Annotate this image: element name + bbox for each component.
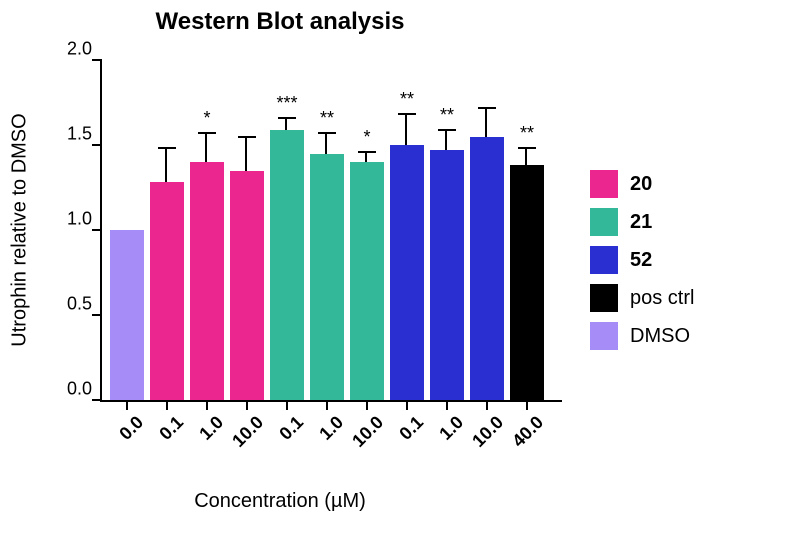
- error-bar: [165, 148, 167, 182]
- error-cap: [518, 147, 536, 149]
- bar: [230, 171, 264, 401]
- significance-label: **: [320, 108, 334, 129]
- error-cap: [198, 132, 216, 134]
- legend-label: 20: [630, 173, 652, 196]
- significance-label: ***: [276, 93, 297, 114]
- legend-swatch: [590, 246, 618, 274]
- legend-item: DMSO: [590, 322, 694, 350]
- x-axis-title: Concentration (µM): [0, 490, 560, 513]
- legend-swatch: [590, 284, 618, 312]
- y-tick-label: 0.0: [52, 379, 92, 400]
- x-tick: [366, 400, 368, 410]
- x-tick-label: 0.1: [378, 412, 428, 462]
- legend-label: 21: [630, 211, 652, 234]
- plot-area: 0.00.51.01.52.00.00.1*1.010.0***0.1**1.0…: [100, 60, 562, 402]
- x-tick-label: 10.0: [458, 412, 508, 462]
- x-tick-label: 10.0: [338, 412, 388, 462]
- error-bar: [245, 137, 247, 171]
- bar: [470, 137, 504, 401]
- x-tick-label: 10.0: [218, 412, 268, 462]
- significance-label: *: [363, 127, 370, 148]
- y-tick: [92, 399, 102, 401]
- legend-item: 52: [590, 246, 694, 274]
- x-tick: [206, 400, 208, 410]
- error-bar: [365, 152, 367, 162]
- bar: [390, 145, 424, 400]
- bar: [510, 165, 544, 400]
- error-bar: [285, 118, 287, 130]
- error-bar: [405, 114, 407, 145]
- bar: [110, 230, 144, 400]
- legend-swatch: [590, 170, 618, 198]
- legend-label: pos ctrl: [630, 287, 694, 310]
- significance-label: *: [203, 108, 210, 129]
- bar: [430, 150, 464, 400]
- error-bar: [485, 108, 487, 137]
- x-tick: [286, 400, 288, 410]
- x-tick-label: 0.1: [258, 412, 308, 462]
- error-cap: [478, 107, 496, 109]
- significance-label: **: [440, 105, 454, 126]
- legend-swatch: [590, 322, 618, 350]
- legend-swatch: [590, 208, 618, 236]
- error-bar: [525, 148, 527, 165]
- y-tick-label: 1.5: [52, 124, 92, 145]
- error-cap: [238, 136, 256, 138]
- x-tick: [166, 400, 168, 410]
- x-tick-label: 1.0: [178, 412, 228, 462]
- error-cap: [278, 117, 296, 119]
- y-tick: [92, 229, 102, 231]
- error-cap: [438, 129, 456, 131]
- error-cap: [158, 147, 176, 149]
- x-tick: [526, 400, 528, 410]
- x-tick: [246, 400, 248, 410]
- error-cap: [358, 151, 376, 153]
- y-tick: [92, 59, 102, 61]
- x-tick-label: 0.1: [138, 412, 188, 462]
- error-cap: [398, 113, 416, 115]
- x-tick: [326, 400, 328, 410]
- y-axis-title: Utrophin relative to DMSO: [9, 113, 32, 346]
- bar: [350, 162, 384, 400]
- chart-container: Western Blot analysis Utrophin relative …: [0, 0, 787, 556]
- y-tick-label: 1.0: [52, 209, 92, 230]
- significance-label: **: [400, 89, 414, 110]
- error-cap: [318, 132, 336, 134]
- x-tick-label: 0.0: [98, 412, 148, 462]
- y-tick: [92, 314, 102, 316]
- significance-label: **: [520, 123, 534, 144]
- x-tick-label: 40.0: [498, 412, 548, 462]
- bar: [270, 130, 304, 400]
- legend-label: 52: [630, 249, 652, 272]
- legend: 20 21 52 pos ctrl DMSO: [590, 170, 694, 360]
- y-tick-label: 0.5: [52, 294, 92, 315]
- chart-title: Western Blot analysis: [0, 8, 560, 36]
- bar: [310, 154, 344, 401]
- x-tick-label: 1.0: [298, 412, 348, 462]
- legend-item: 20: [590, 170, 694, 198]
- bar: [190, 162, 224, 400]
- x-tick: [126, 400, 128, 410]
- bar: [150, 182, 184, 400]
- error-bar: [325, 133, 327, 153]
- legend-label: DMSO: [630, 325, 690, 348]
- legend-item: 21: [590, 208, 694, 236]
- error-bar: [445, 130, 447, 150]
- x-tick-label: 1.0: [418, 412, 468, 462]
- legend-item: pos ctrl: [590, 284, 694, 312]
- x-tick: [446, 400, 448, 410]
- x-tick: [406, 400, 408, 410]
- x-tick: [486, 400, 488, 410]
- y-tick: [92, 144, 102, 146]
- y-tick-label: 2.0: [52, 39, 92, 60]
- error-bar: [205, 133, 207, 162]
